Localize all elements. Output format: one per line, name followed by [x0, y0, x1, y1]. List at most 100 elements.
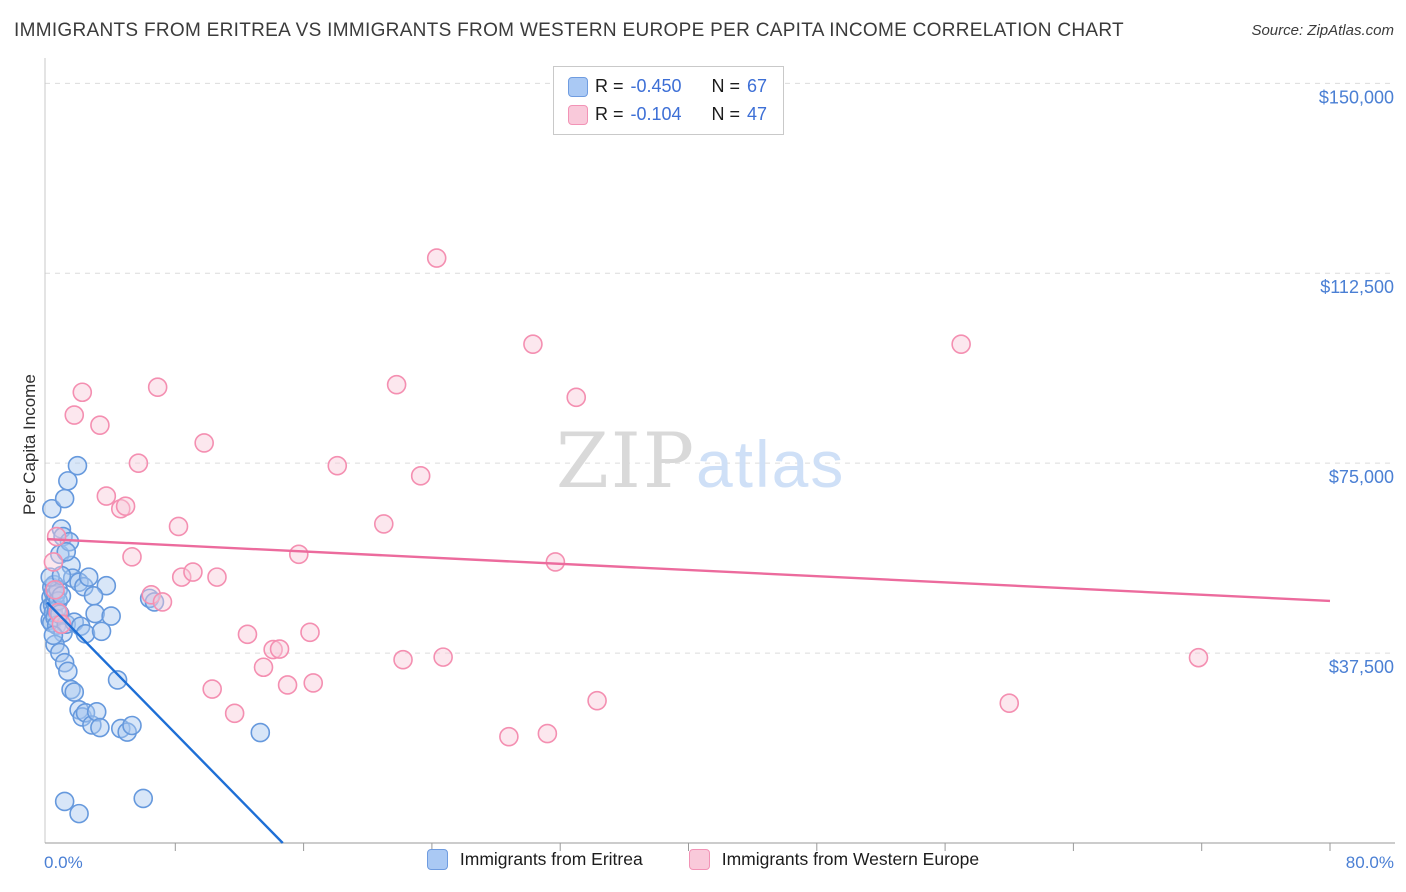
n-label: N =	[711, 104, 741, 124]
data-point-western-europe[interactable]	[288, 544, 309, 565]
n-label: N =	[711, 76, 741, 96]
data-point-eritrea[interactable]	[250, 722, 271, 743]
data-point-western-europe[interactable]	[115, 496, 136, 517]
y-tick-label: $150,000	[1319, 87, 1394, 107]
data-point-eritrea[interactable]	[67, 455, 88, 476]
data-point-western-europe[interactable]	[72, 382, 93, 403]
data-point-eritrea[interactable]	[107, 670, 128, 690]
data-point-eritrea[interactable]	[50, 642, 70, 663]
y-tick-label: $37,500	[1329, 657, 1394, 677]
data-point-eritrea[interactable]	[78, 567, 99, 587]
western-europe-swatch	[568, 104, 588, 125]
data-point-western-europe[interactable]	[373, 514, 394, 534]
data-point-eritrea[interactable]	[90, 717, 110, 738]
data-point-western-europe[interactable]	[300, 622, 320, 643]
data-point-western-europe[interactable]	[183, 562, 203, 582]
data-point-eritrea[interactable]	[58, 661, 78, 682]
trend-line-western-europe	[46, 537, 1331, 603]
legend-label-western-europe: Immigrants from Western Europe	[721, 849, 980, 869]
watermark: ZIPatlas	[556, 416, 845, 505]
y-tick-label: $112,500	[1320, 277, 1394, 297]
data-point-western-europe[interactable]	[537, 723, 558, 744]
data-point-western-europe[interactable]	[202, 679, 222, 699]
stats-legend: R = -0.450 N = 67 R = -0.104 N = 47	[553, 66, 785, 135]
data-point-eritrea[interactable]	[122, 715, 142, 736]
data-point-western-europe[interactable]	[168, 516, 189, 537]
r-label: R =	[595, 76, 624, 96]
data-point-eritrea[interactable]	[64, 682, 85, 702]
data-point-western-europe[interactable]	[951, 334, 971, 354]
data-point-western-europe[interactable]	[46, 526, 67, 547]
data-point-eritrea[interactable]	[96, 575, 117, 596]
data-point-eritrea[interactable]	[133, 788, 154, 809]
data-point-western-europe[interactable]	[90, 415, 110, 435]
data-point-eritrea[interactable]	[91, 621, 112, 642]
data-point-western-europe[interactable]	[277, 675, 298, 695]
data-point-western-europe[interactable]	[128, 453, 149, 473]
data-point-western-europe[interactable]	[410, 466, 431, 486]
data-point-eritrea[interactable]	[61, 679, 81, 700]
data-point-western-europe[interactable]	[147, 377, 168, 397]
data-point-western-europe[interactable]	[386, 374, 407, 395]
western-europe-swatch	[688, 849, 710, 870]
data-point-western-europe[interactable]	[566, 387, 587, 408]
data-point-western-europe[interactable]	[999, 693, 1020, 714]
data-point-western-europe[interactable]	[152, 592, 173, 612]
series-legend: Immigrants from Eritrea Immigrants from …	[0, 849, 1406, 870]
data-point-western-europe[interactable]	[224, 703, 245, 724]
data-point-western-europe[interactable]	[194, 433, 214, 453]
data-point-western-europe[interactable]	[523, 334, 543, 354]
legend-item-eritrea: Immigrants from Eritrea	[426, 849, 643, 870]
data-point-western-europe[interactable]	[51, 614, 72, 635]
trend-line-eritrea	[46, 601, 284, 844]
r-value: -0.450	[630, 76, 682, 96]
data-point-eritrea[interactable]	[54, 488, 75, 509]
data-point-western-europe[interactable]	[269, 639, 290, 659]
r-value: -0.104	[630, 104, 682, 124]
legend-label-eritrea: Immigrants from Eritrea	[459, 849, 643, 869]
n-value: 47	[747, 104, 768, 124]
stats-row-eritrea: R = -0.450 N = 67	[568, 76, 767, 97]
source-link[interactable]: Source: ZipAtlas.com	[1251, 22, 1394, 39]
data-point-western-europe[interactable]	[303, 673, 324, 693]
data-point-western-europe[interactable]	[393, 649, 413, 670]
data-point-western-europe[interactable]	[327, 455, 348, 476]
n-value: 67	[747, 76, 768, 96]
data-point-western-europe[interactable]	[64, 405, 85, 425]
data-point-western-europe[interactable]	[96, 486, 117, 506]
legend-item-western-europe: Immigrants from Western Europe	[688, 849, 980, 870]
data-point-western-europe[interactable]	[433, 647, 453, 667]
data-point-eritrea[interactable]	[101, 606, 121, 626]
data-point-eritrea[interactable]	[58, 471, 78, 491]
data-point-western-europe[interactable]	[426, 248, 447, 268]
bottom-axis-bar: 0.0% Immigrants from Eritrea Immigrants …	[0, 849, 1406, 885]
data-point-eritrea[interactable]	[83, 586, 104, 606]
data-point-western-europe[interactable]	[545, 552, 566, 572]
data-point-western-europe[interactable]	[122, 547, 142, 567]
data-point-western-europe[interactable]	[1188, 647, 1209, 668]
data-point-western-europe[interactable]	[253, 657, 274, 678]
data-point-western-europe[interactable]	[587, 690, 607, 711]
data-point-western-europe[interactable]	[45, 579, 65, 600]
data-point-western-europe[interactable]	[263, 639, 283, 660]
data-point-western-europe[interactable]	[499, 726, 519, 747]
data-point-eritrea[interactable]	[69, 803, 89, 824]
data-point-western-europe[interactable]	[237, 624, 258, 645]
data-point-eritrea[interactable]	[85, 603, 105, 624]
data-point-western-europe[interactable]	[171, 567, 192, 587]
data-point-eritrea[interactable]	[42, 498, 62, 519]
stats-row-western-europe: R = -0.104 N = 47	[568, 104, 767, 125]
x-axis-min-label: 0.0%	[44, 853, 83, 872]
data-point-western-europe[interactable]	[207, 567, 227, 587]
eritrea-swatch	[426, 849, 448, 870]
y-tick-label: $75,000	[1329, 467, 1394, 487]
data-point-western-europe[interactable]	[43, 552, 64, 572]
data-point-eritrea[interactable]	[56, 541, 77, 562]
page-title: IMMIGRANTS FROM ERITREA VS IMMIGRANTS FR…	[14, 20, 1124, 41]
data-point-eritrea[interactable]	[86, 702, 107, 722]
r-label: R =	[595, 104, 624, 124]
data-point-eritrea[interactable]	[54, 791, 75, 812]
data-point-western-europe[interactable]	[141, 585, 162, 605]
